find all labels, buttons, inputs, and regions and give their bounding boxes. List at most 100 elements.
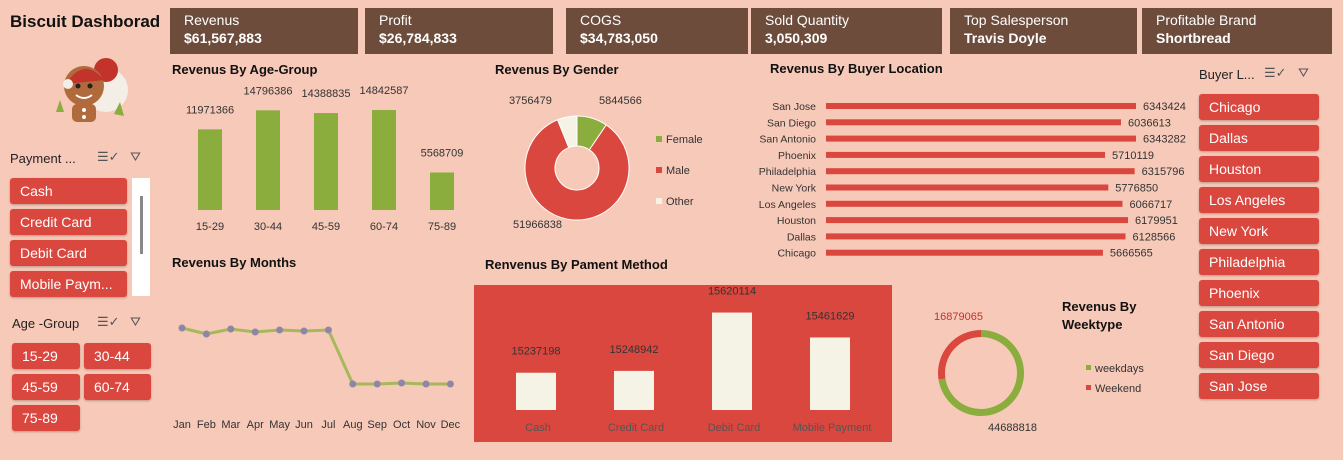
location-chart-title: Revenus By Buyer Location xyxy=(770,61,943,76)
gender-legend-swatch xyxy=(656,167,662,173)
location-bar-label: 6343282 xyxy=(1143,134,1186,146)
gingerbread-logo xyxy=(44,40,134,130)
buyer-slicer-item-san-antonio[interactable]: San Antonio xyxy=(1199,311,1319,337)
kpi-label: COGS xyxy=(580,12,622,28)
age-slicer-item-75-89[interactable]: 75-89 xyxy=(12,405,80,431)
kpi-value: $26,784,833 xyxy=(379,30,457,46)
weektype-legend-label: weekdays xyxy=(1094,363,1144,375)
buyer-slicer-item-chicago[interactable]: Chicago xyxy=(1199,94,1319,120)
payment-bar xyxy=(614,370,654,410)
age-bar xyxy=(198,129,222,210)
months-point xyxy=(398,379,406,387)
location-bar-label: 6179951 xyxy=(1135,215,1178,227)
location-tick-label: San Antonio xyxy=(759,134,816,146)
age-tick-label: 75-89 xyxy=(428,221,456,233)
location-bar xyxy=(826,119,1122,126)
months-series-line xyxy=(181,326,451,386)
age-slicer-item-45-59[interactable]: 45-59 xyxy=(12,374,80,400)
payment-slicer-item-cash[interactable]: Cash xyxy=(10,178,127,204)
age-bar-label: 14388835 xyxy=(302,88,351,100)
months-point xyxy=(227,325,235,333)
age-slicer-item-15-29[interactable]: 15-29 xyxy=(12,343,80,369)
location-bar xyxy=(826,217,1129,224)
kpi-value: $61,567,883 xyxy=(184,30,262,46)
payment-tick-label: Mobile Payment xyxy=(793,422,872,434)
gender-slice xyxy=(524,119,630,221)
payment-tick-label: Debit Card xyxy=(708,422,761,434)
payment-bar xyxy=(516,372,556,410)
gender-data-label: 51966838 xyxy=(513,219,562,231)
buyer-slicer-item-san-jose[interactable]: San Jose xyxy=(1199,373,1319,399)
location-tick-label: Phoenix xyxy=(778,150,817,162)
months-tick-label: Sep xyxy=(367,419,387,431)
payment-slicer-scroll-thumb[interactable] xyxy=(140,196,143,254)
multiselect-icon[interactable]: ☰✓ xyxy=(1264,65,1287,80)
age-tick-label: 15-29 xyxy=(196,221,224,233)
clear-filter-icon[interactable]: ⛛ xyxy=(130,314,141,329)
age-bar-label: 14842587 xyxy=(360,85,409,97)
location-bar xyxy=(826,249,1103,256)
months-point xyxy=(349,380,357,388)
gender-legend-label: Male xyxy=(666,165,690,177)
location-bar xyxy=(826,168,1135,175)
months-point xyxy=(422,380,430,388)
months-tick-label: Jul xyxy=(321,419,335,431)
months-point xyxy=(373,380,381,388)
multiselect-icon[interactable]: ☰✓ xyxy=(97,314,120,329)
buyer-slicer-item-san-diego[interactable]: San Diego xyxy=(1199,342,1319,368)
months-tick-label: Jun xyxy=(295,419,313,431)
months-tick-label: Aug xyxy=(343,419,363,431)
payment-slicer-item-debit-card[interactable]: Debit Card xyxy=(10,240,127,266)
buyer-slicer-item-houston[interactable]: Houston xyxy=(1199,156,1319,182)
location-bar-label: 6315796 xyxy=(1142,166,1185,178)
months-chart-title: Revenus By Months xyxy=(172,255,297,270)
location-bar-label: 5776850 xyxy=(1115,183,1158,195)
gender-slice xyxy=(556,115,578,149)
buyer-slicer-title: Buyer L... xyxy=(1199,67,1255,82)
age-slicer-item-60-74[interactable]: 60-74 xyxy=(84,374,151,400)
location-bar xyxy=(826,184,1109,191)
weektype-legend-swatch xyxy=(1086,385,1091,390)
months-point xyxy=(251,328,259,336)
months-point xyxy=(276,326,284,334)
weektype-legend-swatch xyxy=(1086,365,1091,370)
kpi-label: Profit xyxy=(379,12,412,28)
age-bar-label: 14796386 xyxy=(244,85,293,97)
payment-slicer-title: Payment ... xyxy=(10,151,76,166)
location-bar-label: 6066717 xyxy=(1129,199,1172,211)
buyer-slicer-item-new-york[interactable]: New York xyxy=(1199,218,1319,244)
age-slicer-item-30-44[interactable]: 30-44 xyxy=(84,343,151,369)
months-tick-label: Mar xyxy=(221,419,240,431)
buyer-slicer-item-los-angeles[interactable]: Los Angeles xyxy=(1199,187,1319,213)
kpi-value: 3,050,309 xyxy=(765,30,828,46)
clear-filter-icon[interactable]: ⛛ xyxy=(1298,65,1309,80)
kpi-profit: Profit $26,784,833 xyxy=(365,8,553,54)
kpi-sold-quantity: Sold Quantity 3,050,309 xyxy=(751,8,942,54)
gender-legend-label: Female xyxy=(666,134,703,146)
payment-bar-label: 15248942 xyxy=(610,344,659,356)
age-tick-label: 30-44 xyxy=(254,221,282,233)
multiselect-icon[interactable]: ☰✓ xyxy=(97,149,120,164)
payment-bar-label: 15620114 xyxy=(708,286,756,298)
buyer-slicer-item-dallas[interactable]: Dallas xyxy=(1199,125,1319,151)
age-chart-title: Revenus By Age-Group xyxy=(172,62,318,77)
buyer-slicer-item-phoenix[interactable]: Phoenix xyxy=(1199,280,1319,306)
location-bar-label: 5666565 xyxy=(1110,248,1153,260)
months-point xyxy=(178,324,186,332)
kpi-label: Sold Quantity xyxy=(765,12,850,28)
clear-filter-icon[interactable]: ⛛ xyxy=(130,149,141,164)
kpi-value: Travis Doyle xyxy=(964,30,1047,46)
kpi-label: Top Salesperson xyxy=(964,12,1069,28)
weektype-chart-title: Revenus By Weektype xyxy=(1062,299,1137,332)
gender-data-label: 5844566 xyxy=(599,95,642,107)
payment-slicer-item-mobile[interactable]: Mobile Paym... xyxy=(10,271,127,297)
age-bar xyxy=(430,172,454,210)
gender-legend-label: Other xyxy=(666,196,694,208)
location-bar-label: 6036613 xyxy=(1128,117,1171,129)
age-bar xyxy=(372,110,396,210)
buyer-slicer-item-philadelphia[interactable]: Philadelphia xyxy=(1199,249,1319,275)
payment-bar-label: 15461629 xyxy=(806,310,855,322)
kpi-value: $34,783,050 xyxy=(580,30,658,46)
age-bar xyxy=(314,113,338,210)
payment-slicer-item-credit-card[interactable]: Credit Card xyxy=(10,209,127,235)
